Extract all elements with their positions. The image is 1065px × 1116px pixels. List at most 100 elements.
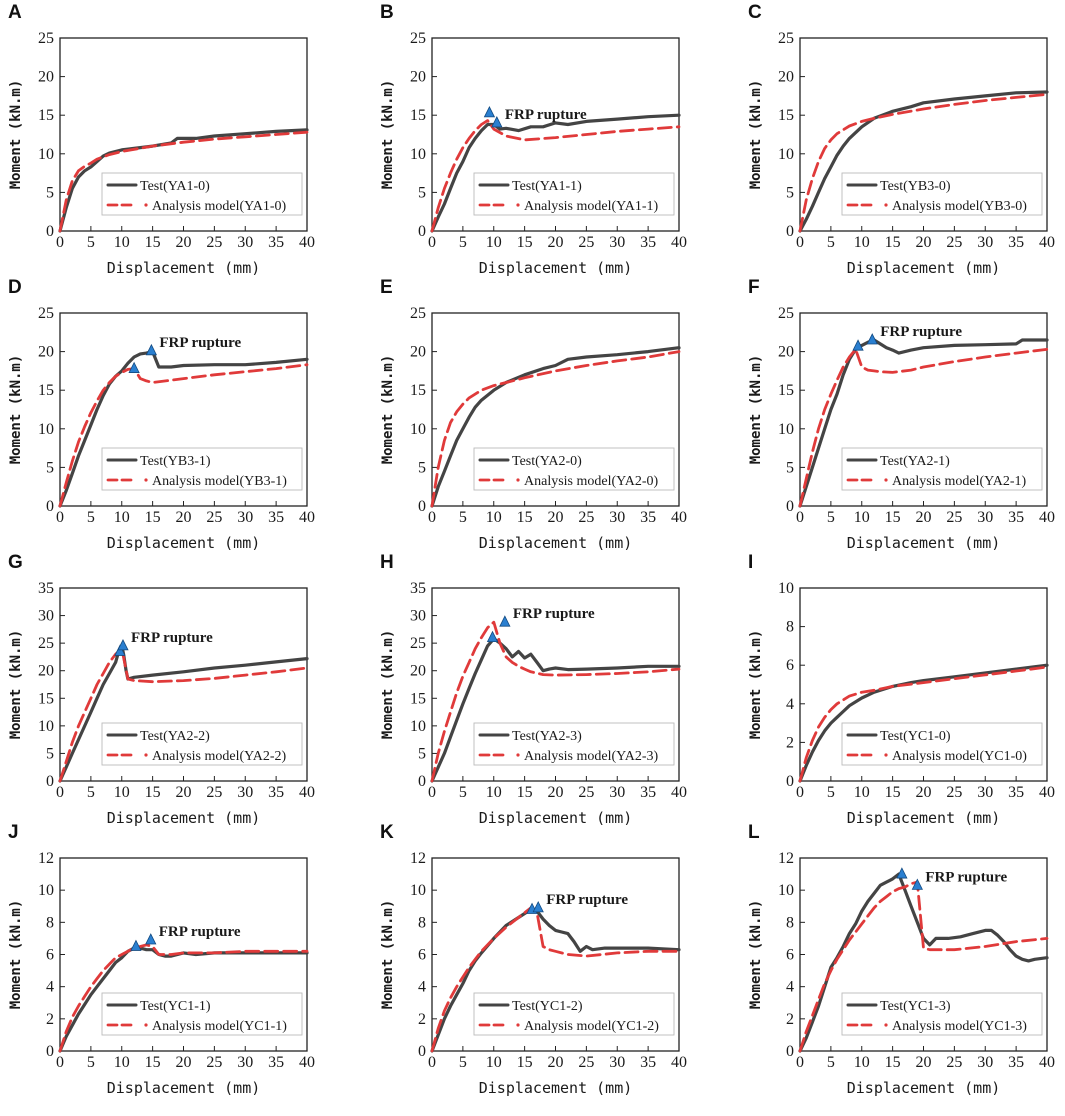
frp-rupture-marker [130, 939, 142, 951]
y-tick-label: 8 [418, 914, 426, 931]
x-tick-label: 0 [796, 509, 804, 526]
x-axis-label: Displacement (mm) [479, 534, 633, 552]
x-tick-label: 0 [428, 1054, 436, 1071]
x-tick-label: 40 [1039, 1054, 1055, 1071]
x-tick-label: 15 [145, 784, 161, 801]
y-tick-label: 0 [418, 1043, 426, 1060]
x-tick-label: 35 [268, 784, 284, 801]
y-tick-label: 10 [38, 882, 54, 899]
x-tick-label: 25 [578, 1054, 594, 1071]
y-tick-label: 15 [410, 382, 426, 399]
x-tick-label: 20 [176, 784, 192, 801]
legend-box [841, 722, 1043, 766]
legend-model-dot [516, 478, 520, 482]
legend-entry: Test(YA2-1) [880, 454, 950, 469]
legend-entry: Analysis model(YA2-0) [524, 474, 658, 489]
legend-entry: Test(YC1-1) [140, 999, 211, 1014]
y-tick-label: 10 [410, 718, 426, 735]
x-tick-label: 35 [640, 234, 656, 251]
y-tick-label: 5 [418, 459, 426, 476]
y-tick-label: 6 [786, 657, 794, 674]
x-tick-label: 10 [486, 234, 502, 251]
x-tick-label: 40 [1039, 509, 1055, 526]
y-tick-label: 8 [786, 619, 794, 636]
x-tick-label: 25 [206, 509, 222, 526]
y-tick-label: 2 [786, 734, 794, 751]
y-tick-label: 25 [410, 635, 426, 652]
legend: Test(YA2-2) Analysis model(YA2-2) [101, 722, 303, 766]
x-tick-label: 20 [548, 1054, 564, 1071]
x-tick-label: 35 [268, 509, 284, 526]
legend: Test(YA1-1) Analysis model(YA1-1) [473, 172, 675, 216]
x-tick-label: 0 [56, 234, 64, 251]
x-tick-label: 20 [916, 234, 932, 251]
chart-panel-a: A 0 5 10 15 20 25 30 35 40 0 5 10 15 20 25 Displacement … [8, 2, 315, 277]
frp-rupture-marker [896, 867, 908, 879]
panel-letter: J [8, 822, 19, 843]
x-tick-label: 25 [946, 234, 962, 251]
y-tick-label: 4 [786, 696, 794, 713]
chart-panel-h: H 0 5 10 15 20 25 30 35 40 0 5 10 15 20 25 30 35 Displacem… [380, 552, 687, 827]
y-axis-label: Moment (kN.m) [8, 80, 24, 190]
y-axis-label: Moment (kN.m) [748, 80, 764, 190]
chart-panel-c: C 0 5 10 15 20 25 30 35 40 0 5 10 15 20 25 Displacement … [748, 2, 1055, 277]
legend-box [841, 172, 1043, 216]
x-tick-label: 40 [671, 1054, 687, 1071]
y-tick-label: 10 [38, 421, 54, 438]
y-tick-label: 25 [38, 305, 54, 322]
frp-rupture-marker [866, 333, 878, 345]
x-tick-label: 25 [578, 234, 594, 251]
y-tick-label: 15 [38, 690, 54, 707]
x-axis-label: Displacement (mm) [107, 534, 261, 552]
legend-entry: Test(YC1-3) [880, 999, 951, 1014]
test-series-line [798, 90, 1049, 233]
x-axis-label: Displacement (mm) [479, 1079, 633, 1097]
y-tick-label: 10 [778, 421, 794, 438]
y-axis-label: Moment (kN.m) [380, 630, 396, 740]
x-tick-label: 25 [206, 234, 222, 251]
y-tick-label: 6 [418, 947, 426, 964]
y-tick-label: 0 [418, 223, 426, 240]
model-series-line [430, 906, 681, 1053]
legend-model-dot [516, 753, 520, 757]
panel-letter: G [8, 552, 23, 573]
x-tick-label: 30 [237, 234, 253, 251]
x-tick-label: 30 [977, 234, 993, 251]
x-tick-label: 20 [916, 509, 932, 526]
x-tick-label: 15 [517, 1054, 533, 1071]
x-tick-label: 20 [548, 509, 564, 526]
model-series-line [430, 620, 681, 783]
model-series-line [58, 130, 309, 233]
legend-box [473, 447, 675, 491]
chart-panel-g: G 0 5 10 15 20 25 30 35 40 0 5 10 15 20 25 30 35 Displacem… [8, 552, 315, 827]
y-tick-label: 20 [410, 69, 426, 86]
y-tick-label: 10 [410, 882, 426, 899]
y-tick-label: 25 [778, 305, 794, 322]
x-tick-label: 30 [237, 784, 253, 801]
y-tick-label: 20 [410, 344, 426, 361]
y-tick-label: 20 [38, 69, 54, 86]
legend-entry: Analysis model(YA2-3) [524, 749, 658, 764]
test-series-line [798, 663, 1049, 783]
y-tick-label: 10 [778, 580, 794, 597]
legend: Test(YC1-3) Analysis model(YC1-3) [841, 992, 1043, 1036]
legend-model-dot [144, 203, 148, 207]
y-tick-label: 10 [38, 718, 54, 735]
model-series-line [798, 665, 1049, 783]
frp-rupture-marker [486, 630, 499, 643]
y-tick-label: 0 [786, 1043, 794, 1060]
x-tick-label: 15 [145, 234, 161, 251]
x-tick-label: 0 [796, 784, 804, 801]
x-tick-label: 20 [916, 1054, 932, 1071]
legend-box [473, 722, 675, 766]
legend-model-dot [884, 478, 888, 482]
x-tick-label: 15 [885, 234, 901, 251]
x-tick-label: 5 [459, 1054, 467, 1071]
panel-letter: L [748, 822, 760, 843]
x-tick-label: 30 [977, 509, 993, 526]
frp-rupture-marker [483, 105, 496, 118]
frp-rupture-annotation: FRP rupture [513, 606, 595, 622]
chart-panel-j: J 0 5 10 15 20 25 30 35 40 0 2 4 6 8 10 12 Displacement (… [8, 822, 315, 1097]
x-axis-label: Displacement (mm) [107, 259, 261, 277]
frp-rupture-annotation: FRP rupture [880, 324, 962, 340]
